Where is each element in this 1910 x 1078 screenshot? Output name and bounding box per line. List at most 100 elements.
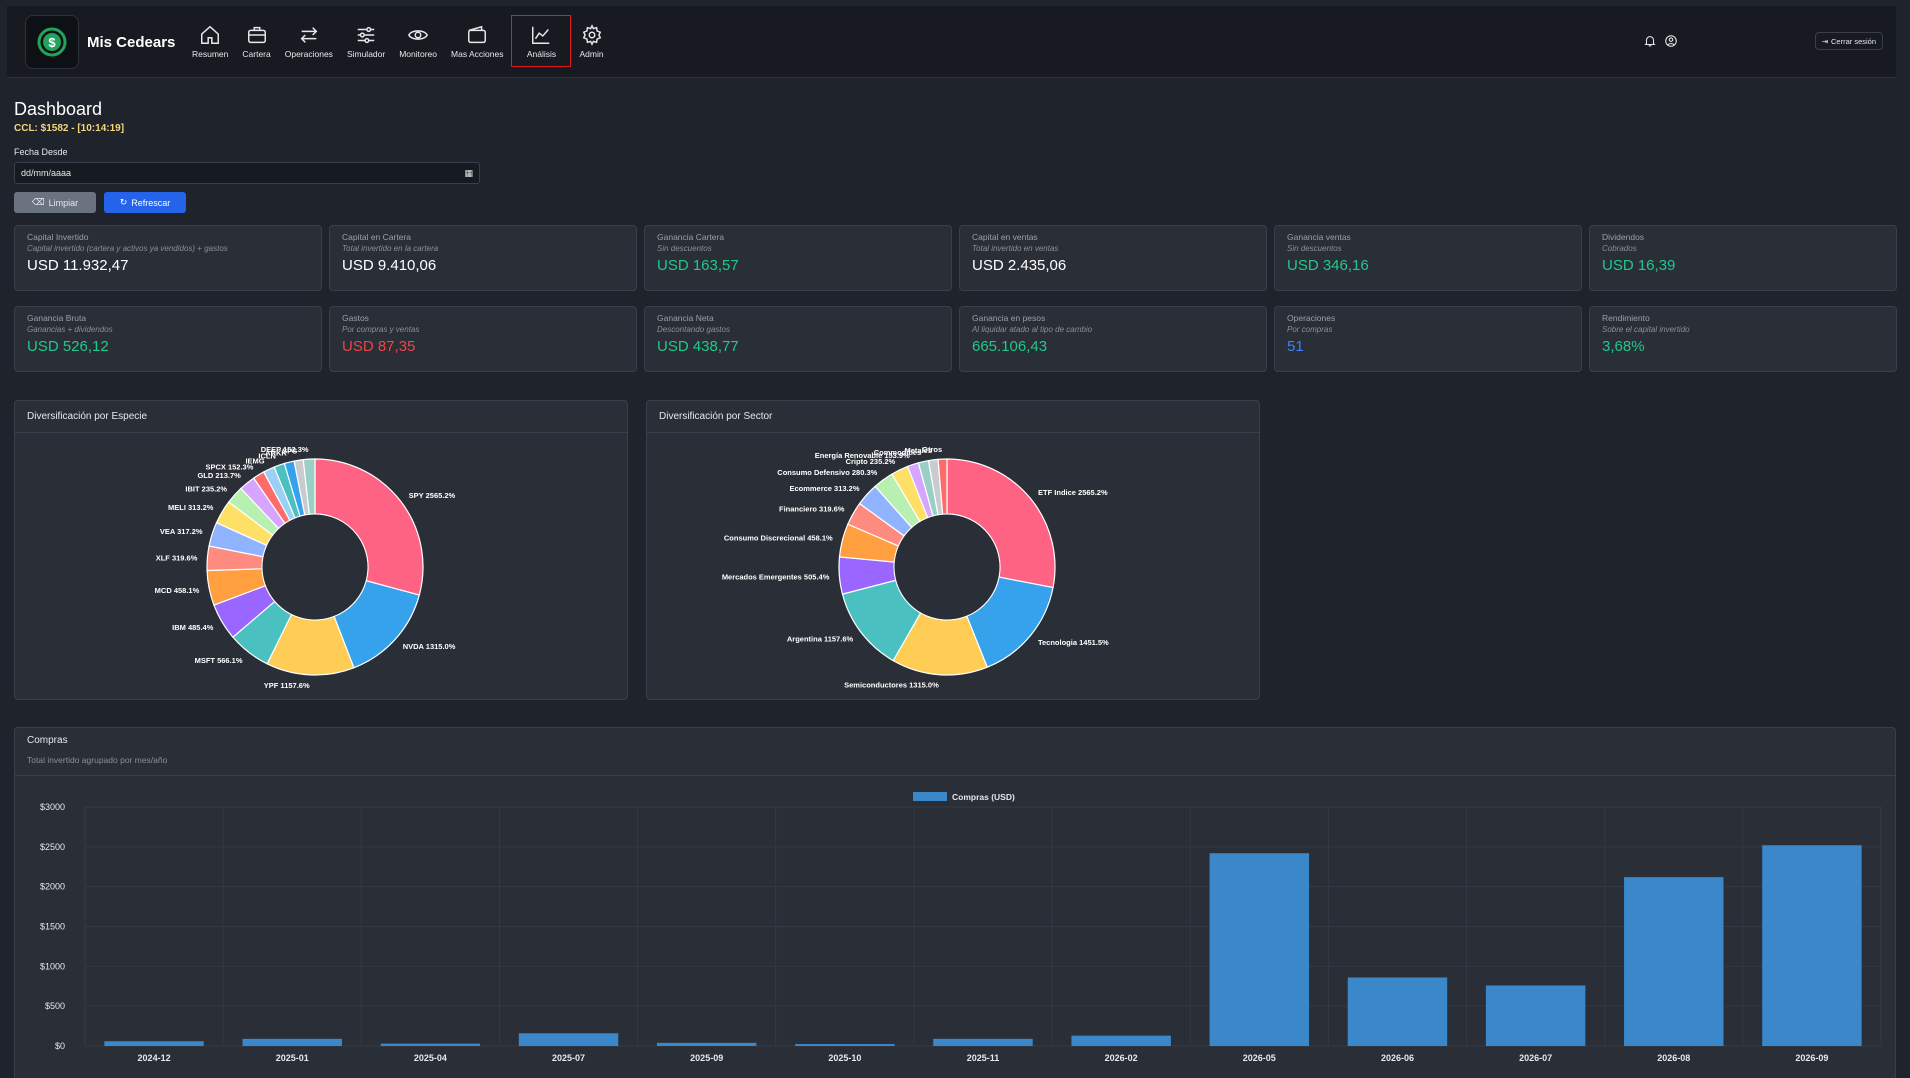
pie-label: IBIT 235.2% xyxy=(185,484,227,493)
nav-item-mas-acciones[interactable]: Mas Acciones xyxy=(445,15,509,67)
sector-panel-title: Diversificación por Sector xyxy=(647,401,1259,433)
bar[interactable] xyxy=(933,1038,1033,1046)
legend-swatch xyxy=(913,792,947,801)
especie-pie-chart: SPY 2565.2% NVDA 1315.0% YPF 1157.6% MSFT 5… xyxy=(155,445,456,690)
pie-label: GLD 213.7% xyxy=(197,471,241,480)
pie-label: Mercados Emergentes 505.4% xyxy=(722,572,830,581)
especie-panel-title: Diversificación por Especie xyxy=(15,401,627,433)
x-tick-label: 2026-07 xyxy=(1519,1053,1552,1063)
user-icon[interactable] xyxy=(1664,34,1678,48)
brand[interactable]: $ Mis Cedears xyxy=(25,15,175,69)
stat-card: Ganancia Bruta Ganancias + dividendos USD … xyxy=(14,306,322,372)
stat-card-title: Capital en Cartera xyxy=(342,232,411,242)
pie-label: ETF Indice 2565.2% xyxy=(1038,488,1108,497)
pie-slice[interactable] xyxy=(937,458,948,515)
donut-hole xyxy=(262,514,368,620)
pie-label: VEA 317.2% xyxy=(160,527,203,536)
donut-hole xyxy=(894,514,1000,620)
refresh-icon: ↻ xyxy=(119,197,128,207)
stat-card-subtitle: Sin descuentos xyxy=(1287,244,1342,253)
stat-card-subtitle: Por compras y ventas xyxy=(342,325,420,334)
stat-card: Ganancia Neta Descontando gastos USD 438,7… xyxy=(644,306,952,372)
pie-label: Argentina 1157.6% xyxy=(787,635,854,644)
stat-card-title: Ganancia Neta xyxy=(657,313,714,323)
pie-slice[interactable] xyxy=(302,458,316,515)
stat-card: Capital en ventas Total invertido en vent… xyxy=(959,225,1267,291)
stat-card-subtitle: Total invertido en ventas xyxy=(972,244,1059,253)
bar[interactable] xyxy=(795,1044,895,1046)
stat-card: Operaciones Por compras 51 xyxy=(1274,306,1582,372)
bar[interactable] xyxy=(104,1041,204,1046)
app-frame: $ Mis Cedears Resumen Cartera Operacione… xyxy=(7,6,1897,1078)
bar[interactable] xyxy=(1347,977,1448,1046)
pie-label: XLF 319.6% xyxy=(156,553,198,562)
stat-card-title: Operaciones xyxy=(1287,313,1336,323)
x-tick-label: 2025-07 xyxy=(552,1053,585,1063)
stat-card: Rendimiento Sobre el capital invertido 3,6… xyxy=(1589,306,1897,372)
calendar-icon[interactable]: ▦ xyxy=(464,167,473,178)
x-tick-label: 2025-11 xyxy=(967,1053,1000,1063)
stat-card-value: USD 16,39 xyxy=(1602,257,1676,274)
pie-label: Consumo Defensivo 280.3% xyxy=(777,468,877,477)
y-tick-label: $3000 xyxy=(40,802,65,812)
pie-label: IBM 485.4% xyxy=(172,623,214,632)
nav-label: Cartera xyxy=(242,48,271,59)
bar[interactable] xyxy=(656,1042,757,1046)
date-from-input[interactable]: dd/mm/aaaa ▦ xyxy=(14,162,480,184)
stat-card: Dividendos Cobrados USD 16,39 xyxy=(1589,225,1897,291)
stat-card-value: USD 346,16 xyxy=(1287,257,1369,274)
stat-card-subtitle: Sobre el capital invertido xyxy=(1602,325,1690,334)
y-tick-label: $0 xyxy=(55,1041,65,1051)
pie-label: Ecommerce 313.2% xyxy=(789,484,859,493)
stat-card-subtitle: Por compras xyxy=(1287,325,1333,334)
eye-icon xyxy=(408,29,429,40)
pie-label: SPCX 152.3% xyxy=(205,462,253,471)
pie-label: MSFT 566.1% xyxy=(195,656,243,665)
pie-label: SPS xyxy=(282,446,297,455)
nav-label: Simulador xyxy=(346,48,386,59)
stat-card: Ganancia Cartera Sin descuentos USD 163,57 xyxy=(644,225,952,291)
pie-label: Semiconductores 1315.0% xyxy=(844,681,939,690)
pie-label: YPF 1157.6% xyxy=(264,681,310,690)
stat-card: Capital Invertido Capital invertido (cart… xyxy=(14,225,322,291)
stat-card: Capital en Cartera Total invertido en la … xyxy=(329,225,637,291)
pie-label: Energía Renovable 153.9% xyxy=(815,451,910,460)
gear-icon xyxy=(582,23,601,46)
clear-button[interactable]: ⌫ Limpiar xyxy=(14,192,96,213)
bar[interactable] xyxy=(380,1043,481,1046)
bar[interactable] xyxy=(242,1038,342,1046)
bar[interactable] xyxy=(518,1033,619,1046)
refresh-label: Refrescar xyxy=(131,197,171,208)
stat-card-value: USD 2.435,06 xyxy=(972,257,1067,274)
stat-card-title: Ganancia Bruta xyxy=(27,313,87,323)
stat-card-value: USD 526,12 xyxy=(27,338,109,355)
pie-label: SPY 2565.2% xyxy=(409,491,456,500)
pie-label: MELI 313.2% xyxy=(168,503,214,512)
pie-slice[interactable] xyxy=(946,458,1056,589)
x-tick-label: 2026-05 xyxy=(1243,1053,1276,1063)
nav-item-admin[interactable]: Admin xyxy=(573,15,609,67)
nav-item-simulador[interactable]: Simulador xyxy=(341,15,391,67)
compras-bar-chart: Compras (USD) $0 $500 $1000 $1500 $2000 $2500 $… xyxy=(40,792,1882,1063)
nav-item-resumen[interactable]: Resumen xyxy=(186,15,234,67)
bar[interactable] xyxy=(1209,853,1310,1046)
nav-label: Resumen xyxy=(192,48,229,59)
logout-button[interactable]: ⇥ Cerrar sesión xyxy=(1814,32,1883,50)
nav-label: Análisis xyxy=(526,48,557,59)
bar[interactable] xyxy=(1762,845,1862,1046)
refresh-button[interactable]: ↻ Refrescar xyxy=(104,192,186,213)
nav-item-analisis[interactable]: Análisis xyxy=(511,15,572,67)
bar[interactable] xyxy=(1485,985,1586,1046)
pie-slice[interactable] xyxy=(314,458,424,596)
bar[interactable] xyxy=(1624,877,1724,1046)
briefcase-icon xyxy=(247,26,266,43)
nav-item-monitoreo[interactable]: Monitoreo xyxy=(393,15,443,67)
stat-card-title: Dividendos xyxy=(1602,232,1645,242)
logout-icon: ⇥ xyxy=(1821,36,1828,46)
compras-panel: Compras Total invertido agrupado por mes… xyxy=(14,727,1896,1078)
bell-icon[interactable] xyxy=(1643,34,1657,48)
bar[interactable] xyxy=(1071,1035,1171,1046)
nav-item-operaciones[interactable]: Operaciones xyxy=(279,15,339,67)
x-tick-label: 2026-09 xyxy=(1795,1053,1828,1063)
nav-item-cartera[interactable]: Cartera xyxy=(236,15,276,67)
